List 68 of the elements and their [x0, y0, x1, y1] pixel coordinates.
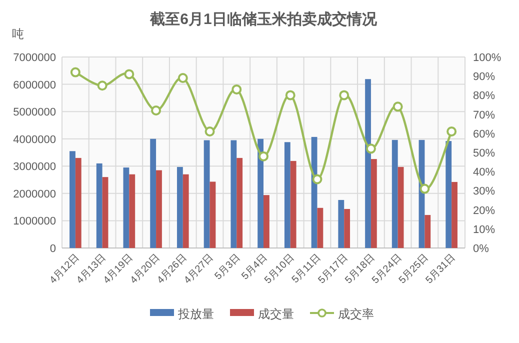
point [204, 126, 215, 136]
bar [338, 200, 344, 248]
bar [424, 214, 431, 248]
point [232, 84, 242, 94]
y-tick-label: 4000000 [13, 134, 56, 146]
point [124, 69, 134, 80]
point [97, 80, 108, 91]
bar [150, 138, 156, 248]
y2-tick-label: 20% [473, 204, 496, 217]
point [151, 105, 162, 116]
y-tick-label: 3000000 [13, 161, 56, 174]
bar [398, 166, 404, 248]
y2-tick-label: 70% [473, 109, 496, 122]
bar [210, 182, 216, 248]
legend-label: 投放量 [177, 307, 214, 321]
bar [264, 195, 270, 248]
bar [204, 140, 210, 248]
y-axis-title: 吨 [12, 27, 24, 41]
point [420, 184, 430, 194]
point [366, 144, 376, 154]
y2-tick-label: 50% [473, 148, 496, 160]
y-tick-label: 0 [50, 243, 56, 255]
chart-title: 截至6月1日临储玉米拍卖成交情况 [149, 10, 378, 28]
bar [129, 174, 136, 248]
y-tick-label: 2000000 [13, 188, 56, 200]
bar [236, 158, 243, 248]
y2-tick-label: 0% [473, 243, 490, 255]
bar [290, 160, 296, 248]
bar [182, 174, 189, 248]
point [339, 90, 350, 100]
bar [365, 79, 371, 248]
bar [156, 170, 162, 248]
y2-tick-label: 100% [473, 52, 502, 64]
point [70, 67, 80, 78]
bar [258, 138, 264, 248]
y2-tick-label: 40% [473, 166, 496, 179]
y2-tick-label: 90% [473, 71, 496, 84]
y-tick-label: 7000000 [13, 52, 56, 64]
legend-label: 成交率 [338, 307, 374, 321]
bar [70, 151, 76, 248]
point [312, 174, 322, 184]
y2-tick-label: 30% [473, 186, 496, 198]
bar [344, 208, 350, 248]
point [392, 102, 403, 112]
y2-tick-label: 60% [473, 128, 496, 140]
y-tick-label: 6000000 [13, 79, 56, 92]
bar [446, 141, 452, 248]
bar [370, 159, 377, 248]
bar [96, 163, 102, 248]
bar [284, 142, 290, 248]
bar [392, 140, 398, 248]
bar [102, 177, 108, 248]
y2-tick-label: 10% [473, 224, 496, 236]
legend-label: 成交量 [258, 307, 294, 321]
bar [230, 140, 237, 248]
point [285, 90, 296, 100]
point [178, 73, 188, 84]
bar [176, 166, 183, 248]
y-tick-label: 5000000 [13, 106, 56, 119]
bar [317, 208, 324, 248]
bar [75, 158, 82, 248]
y2-tick-label: 80% [473, 90, 496, 102]
point [446, 126, 457, 136]
bar [452, 182, 458, 248]
y-tick-label: 1000000 [13, 216, 56, 228]
point [258, 151, 268, 162]
x-tick-label: 5月3日 [212, 252, 243, 282]
bar [123, 168, 130, 248]
